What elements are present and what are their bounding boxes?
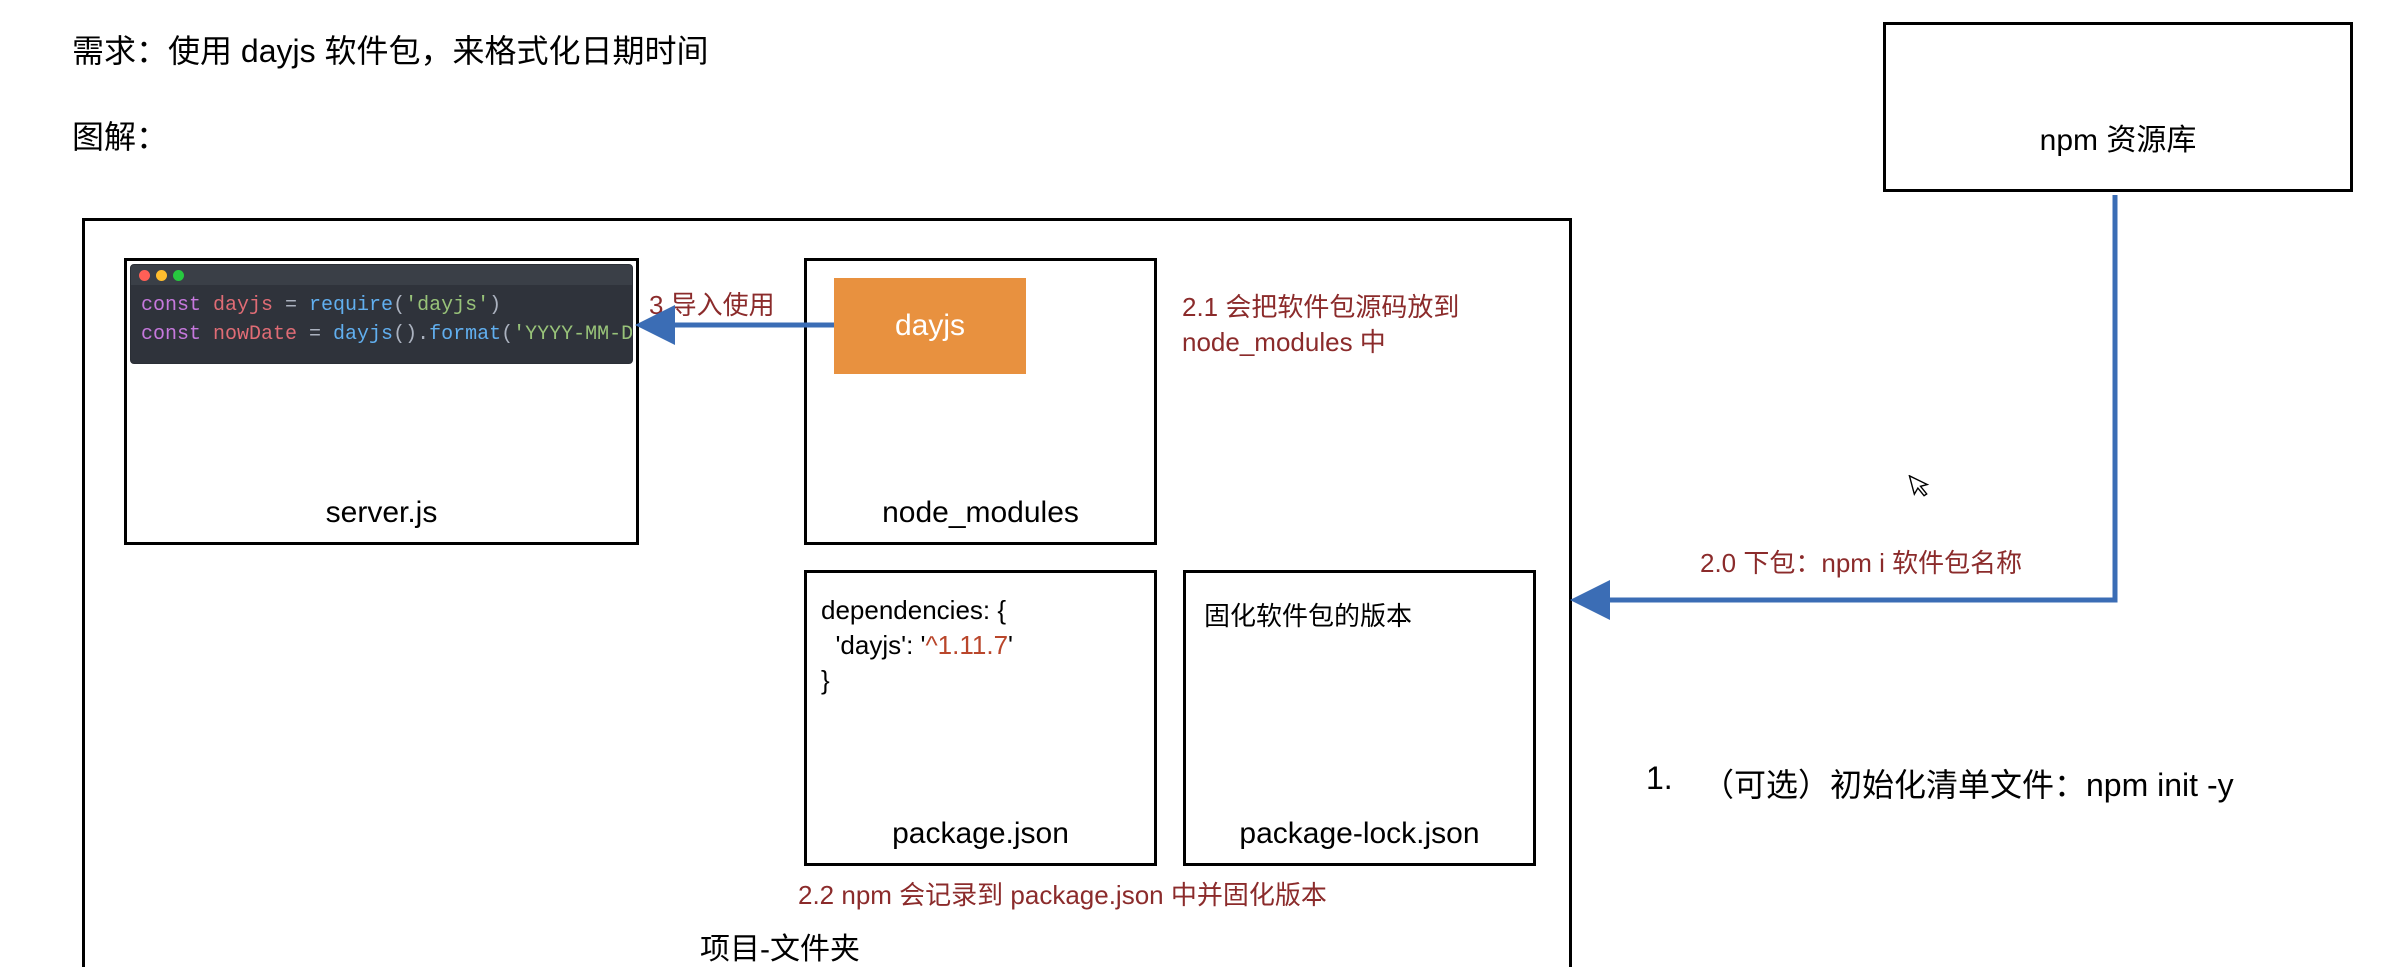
project-folder-label: 项目-文件夹 — [700, 924, 860, 968]
step1-text: （可选）初始化清单文件：npm init -y — [1702, 760, 2234, 806]
diagram-heading: 图解： — [72, 112, 168, 158]
npm-repo-box: npm 资源库 — [1883, 22, 2353, 192]
dayjs-badge: dayjs — [834, 278, 1026, 374]
server-js-label: server.js — [127, 496, 636, 530]
package-lock-label: package-lock.json — [1186, 817, 1533, 851]
window-close-icon — [139, 270, 150, 281]
window-minimize-icon — [156, 270, 167, 281]
annotation-20: 2.0 下包：npm i 软件包名称 — [1700, 546, 2022, 581]
annotation-3-import: 3.导入使用 — [649, 288, 775, 323]
package-lock-content: 固化软件包的版本 — [1204, 599, 1412, 634]
package-json-box: dependencies: { 'dayjs': '^1.11.7' } pac… — [804, 570, 1157, 866]
annotation-21: 2.1 会把软件包源码放到 node_modules 中 — [1182, 290, 1459, 360]
package-lock-box: 固化软件包的版本 package-lock.json — [1183, 570, 1536, 866]
step1-number: 1. — [1646, 760, 1673, 797]
cursor-icon — [1908, 470, 1936, 506]
code-titlebar — [131, 265, 632, 285]
requirement-heading: 需求：使用 dayjs 软件包，来格式化日期时间 — [72, 26, 709, 72]
annotation-22: 2.2 npm 会记录到 package.json 中并固化版本 — [798, 878, 1327, 913]
node-modules-label: node_modules — [807, 496, 1154, 530]
arrow-download — [1580, 195, 2115, 600]
server-js-box: const dayjs = require('dayjs') const now… — [124, 258, 639, 545]
npm-repo-label: npm 资源库 — [1886, 115, 2350, 159]
code-body: const dayjs = require('dayjs') const now… — [131, 285, 632, 357]
window-zoom-icon — [173, 270, 184, 281]
package-json-content: dependencies: { 'dayjs': '^1.11.7' } — [821, 593, 1013, 698]
code-window: const dayjs = require('dayjs') const now… — [130, 264, 633, 364]
package-json-label: package.json — [807, 817, 1154, 851]
